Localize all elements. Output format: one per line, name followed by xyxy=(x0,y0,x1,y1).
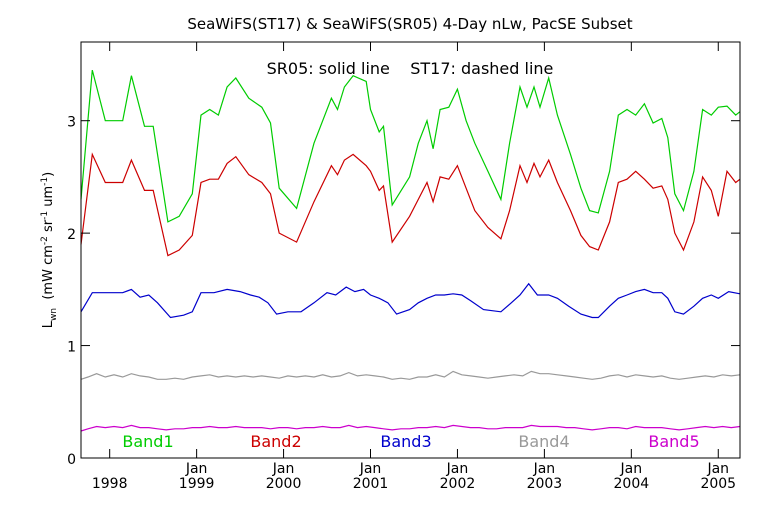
y-axis-label-close: ) xyxy=(41,172,56,177)
x-tick-month-label: Jan xyxy=(533,461,556,477)
x-tick-year-label: 1999 xyxy=(179,476,215,492)
series-line-band3 xyxy=(80,282,741,319)
x-tick-year-label: 1998 xyxy=(92,476,128,492)
chart-title: SeaWiFS(ST17) & SeaWiFS(SR05) 4-Day nLw,… xyxy=(187,15,632,33)
x-tick-month-label: Jan xyxy=(272,461,295,477)
legend-item-band3: Band3 xyxy=(380,432,431,451)
line-style-annotation: SR05: solid line ST17: dashed line xyxy=(267,59,554,78)
y-tick-label: 2 xyxy=(67,227,76,243)
x-tick-month-label: Jan xyxy=(359,461,382,477)
x-tick-year-label: 2004 xyxy=(614,476,650,492)
y-tick-label: 1 xyxy=(67,340,76,356)
x-tick-month-label: Jan xyxy=(185,461,208,477)
x-tick-month-label: Jan xyxy=(620,461,643,477)
series-line-band5 xyxy=(80,424,741,432)
y-tick-label: 3 xyxy=(67,115,76,131)
axis-ticks: 01231998Jan1999Jan2000Jan2001Jan2002Jan2… xyxy=(67,42,740,492)
y-tick-label: 0 xyxy=(67,452,76,468)
x-tick-year-label: 2002 xyxy=(440,476,476,492)
plot-frame xyxy=(80,41,741,459)
x-tick-year-label: 2005 xyxy=(700,476,736,492)
y-axis-label: Lwn (mW cm-2 sr-1 um-1) xyxy=(40,172,59,328)
y-axis-label-main: L xyxy=(41,320,56,328)
svg-text:Lwn (mW cm-2 sr-1 um-1): Lwn (mW cm-2 sr-1 um-1) xyxy=(40,172,59,328)
y-axis-label-exp3: -1 xyxy=(40,177,50,186)
legend-item-band1: Band1 xyxy=(122,432,173,451)
series-line-band4 xyxy=(80,370,741,380)
x-tick-year-label: 2000 xyxy=(266,476,302,492)
x-tick-year-label: 2001 xyxy=(353,476,389,492)
y-axis-label-exp2: -1 xyxy=(40,211,50,220)
y-axis-label-paren: (mW cm xyxy=(41,245,56,300)
y-axis-label-sr: sr xyxy=(41,219,56,236)
x-tick-year-label: 2003 xyxy=(527,476,563,492)
series-line-band2 xyxy=(80,152,741,257)
legend-item-band4: Band4 xyxy=(518,432,569,451)
legend: Band1 Band2 Band3 Band4 Band5 xyxy=(122,432,699,451)
legend-item-band2: Band2 xyxy=(250,432,301,451)
x-tick-month-label: Jan xyxy=(446,461,469,477)
y-axis-label-um: um xyxy=(41,186,56,211)
x-tick-month-label: Jan xyxy=(706,461,729,477)
series-layer xyxy=(80,69,741,432)
y-axis-label-sub: wn xyxy=(49,308,59,321)
y-axis-label-exp1: -2 xyxy=(40,236,50,245)
legend-item-band5: Band5 xyxy=(648,432,699,451)
series-line-band1 xyxy=(80,69,741,223)
